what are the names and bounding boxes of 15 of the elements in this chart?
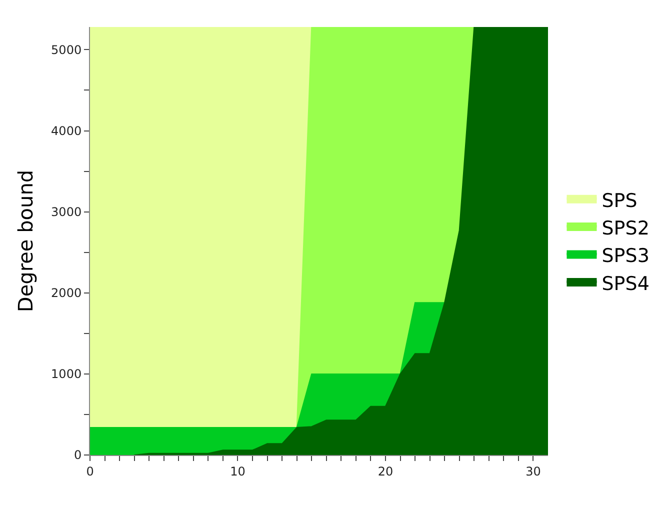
- legend-label: SPS4: [602, 272, 650, 295]
- y-tick-label: 5000: [51, 42, 82, 57]
- legend-label: SPS3: [602, 245, 650, 268]
- y-tick-label: 4000: [51, 124, 82, 138]
- y-tick-label: 0: [74, 448, 82, 462]
- legend-label: SPS2: [602, 217, 650, 240]
- y-tick-label: 2000: [51, 286, 82, 300]
- x-tick-label: 10: [230, 464, 246, 478]
- x-tick-label: 30: [526, 464, 541, 478]
- y-axis-title: Degree bound: [14, 170, 38, 312]
- y-tick-label: 1000: [51, 367, 82, 382]
- x-tick-label: 0: [86, 464, 94, 478]
- y-tick-label: 3000: [51, 205, 82, 220]
- x-tick-label: 20: [378, 464, 394, 478]
- legend-label: SPS: [602, 190, 638, 212]
